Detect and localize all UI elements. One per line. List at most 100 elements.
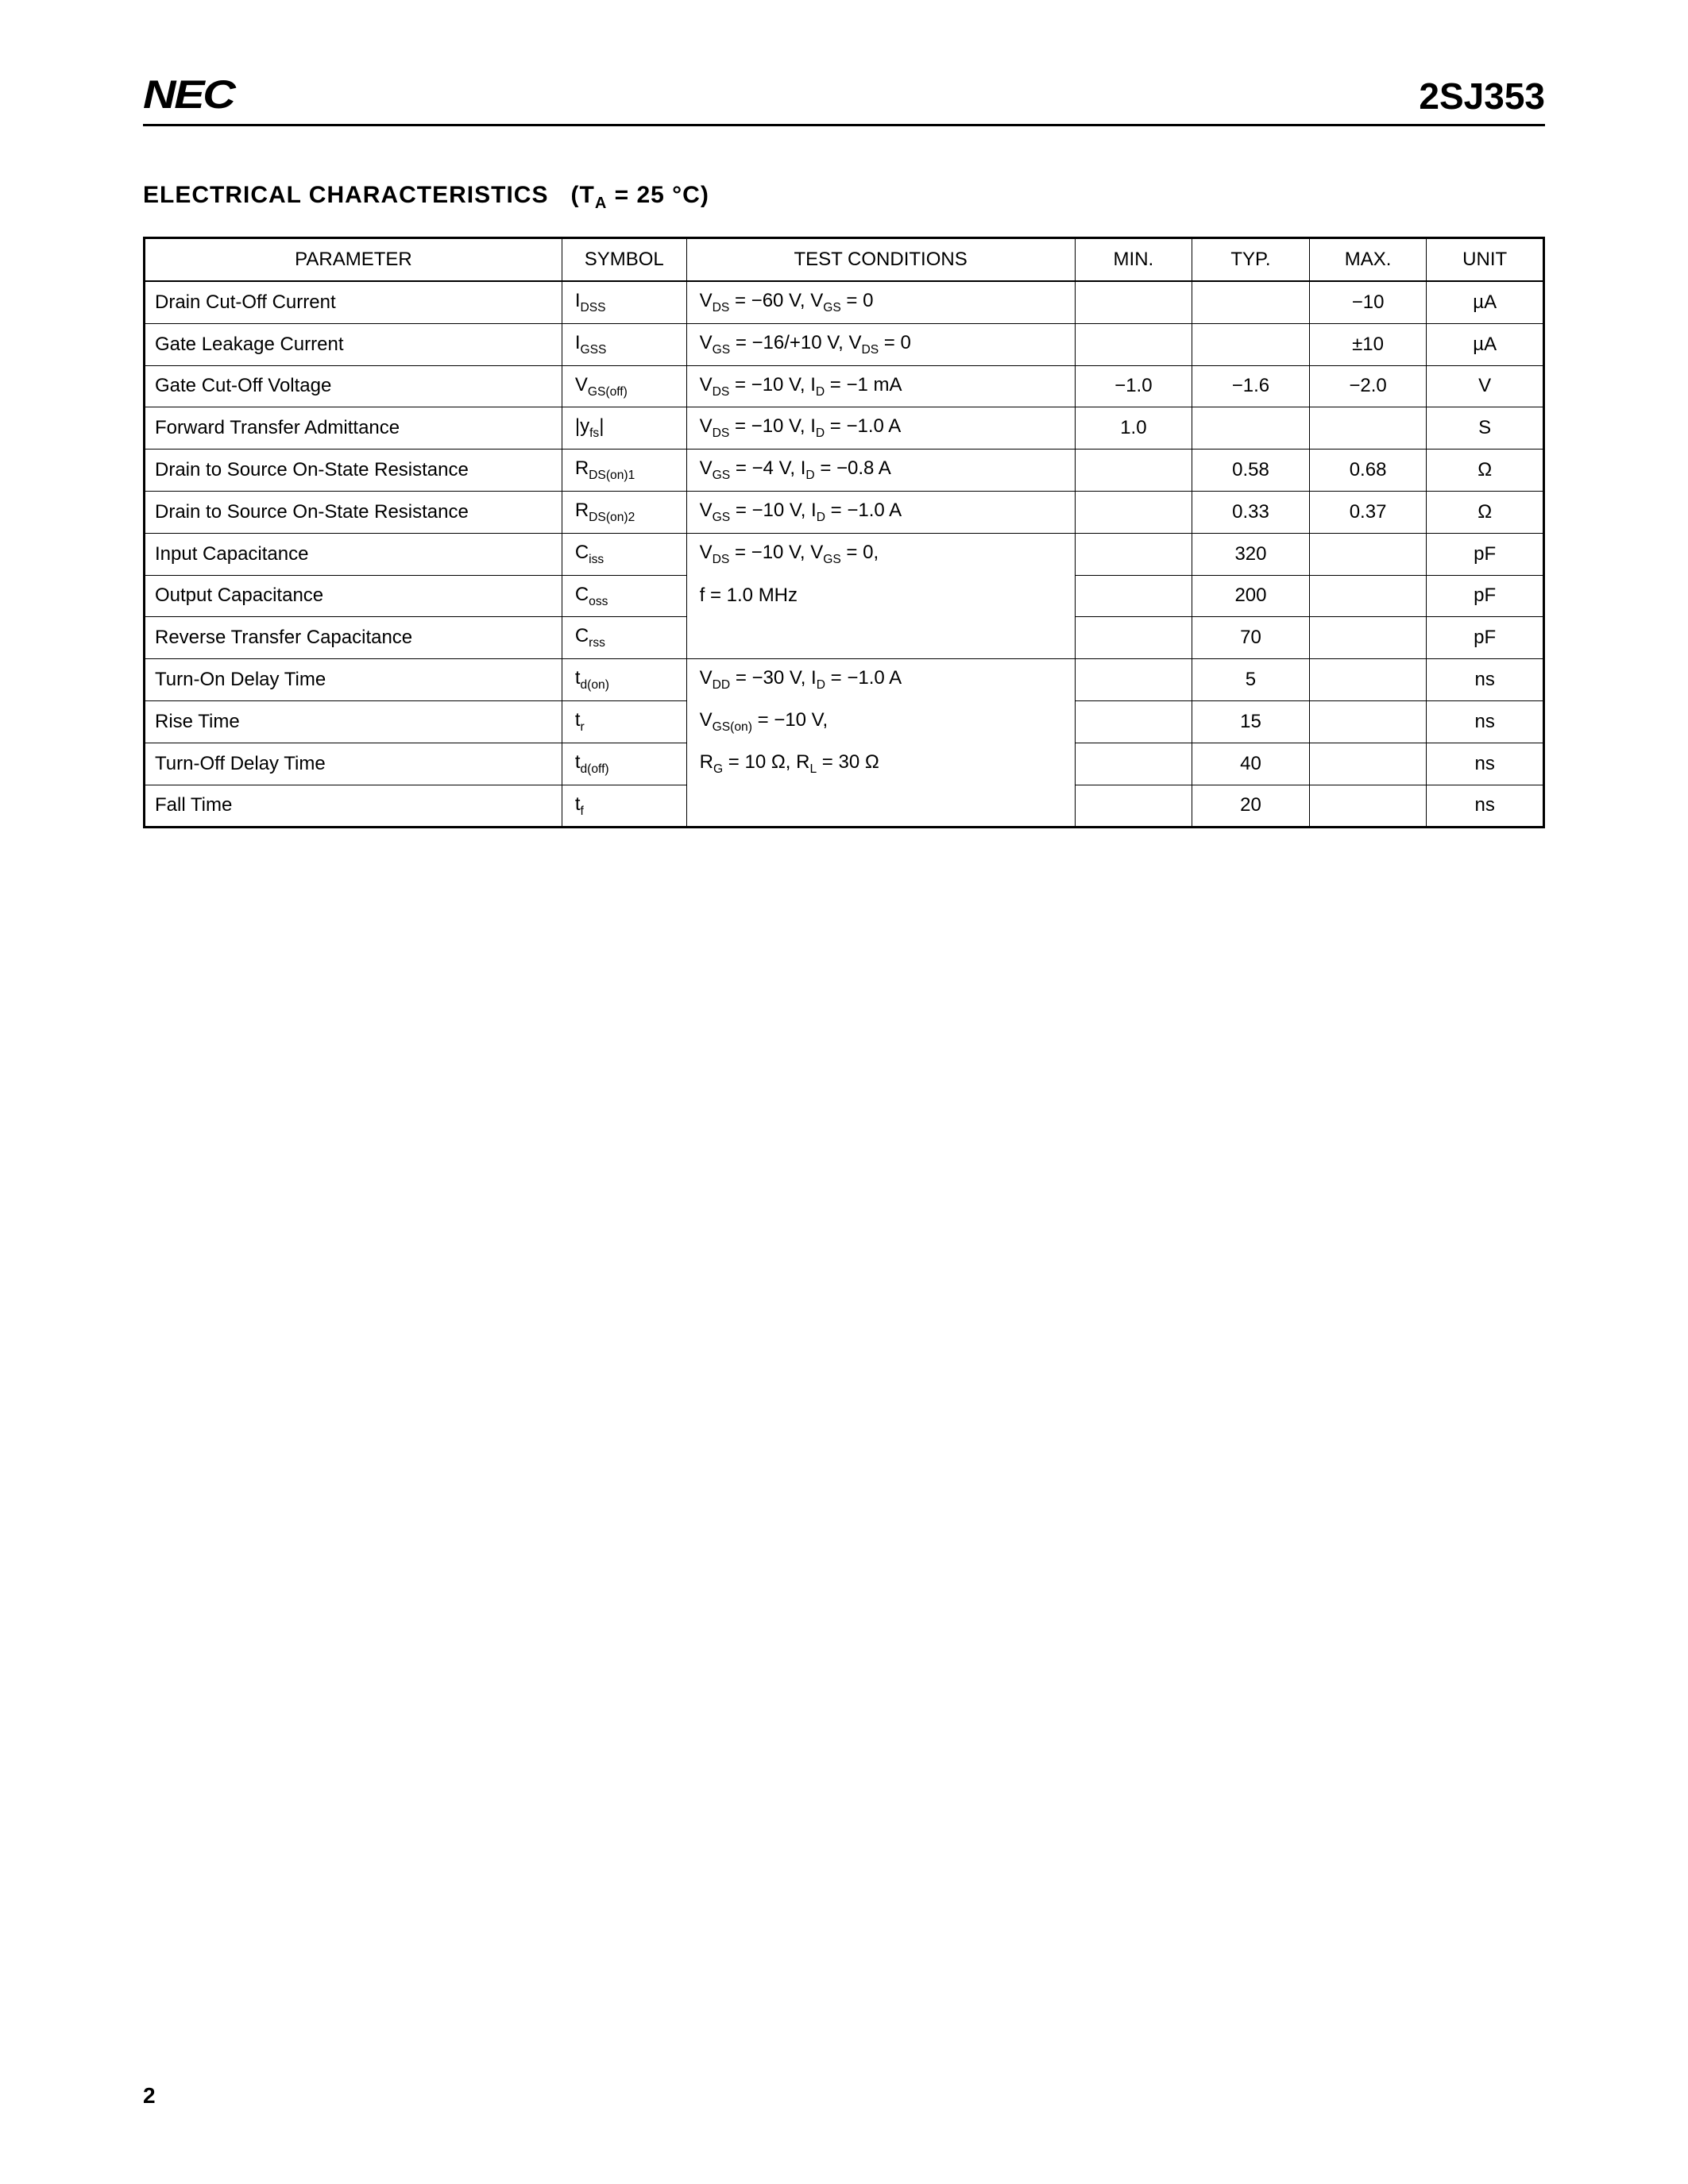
max-cell: [1309, 743, 1427, 785]
unit-cell: µA: [1427, 281, 1544, 323]
typ-cell: 5: [1192, 659, 1310, 701]
test-conditions-cell: VGS = −10 V, ID = −1.0 A: [686, 491, 1075, 533]
typ-cell: −1.6: [1192, 365, 1310, 407]
parameter-cell: Rise Time: [145, 700, 562, 743]
brand-logo: NEC: [143, 71, 234, 118]
symbol-cell: RDS(on)1: [562, 450, 686, 492]
parameter-cell: Output Capacitance: [145, 575, 562, 617]
table-row: Output CapacitanceCossf = 1.0 MHz200pF: [145, 575, 1544, 617]
parameter-cell: Turn-On Delay Time: [145, 659, 562, 701]
table-column-header: SYMBOL: [562, 238, 686, 282]
typ-cell: 320: [1192, 533, 1310, 575]
unit-cell: Ω: [1427, 491, 1544, 533]
max-cell: [1309, 407, 1427, 450]
section-title-cond-sub: A: [595, 195, 607, 212]
typ-cell: 15: [1192, 700, 1310, 743]
typ-cell: [1192, 281, 1310, 323]
parameter-cell: Input Capacitance: [145, 533, 562, 575]
max-cell: 0.68: [1309, 450, 1427, 492]
test-conditions-cell: f = 1.0 MHz: [686, 575, 1075, 617]
symbol-cell: IDSS: [562, 281, 686, 323]
part-number: 2SJ353: [1419, 75, 1545, 118]
symbol-cell: |yfs|: [562, 407, 686, 450]
symbol-cell: Ciss: [562, 533, 686, 575]
min-cell: [1075, 491, 1192, 533]
table-column-header: PARAMETER: [145, 238, 562, 282]
min-cell: −1.0: [1075, 365, 1192, 407]
test-conditions-cell: RG = 10 Ω, RL = 30 Ω: [686, 743, 1075, 785]
test-conditions-cell: VDS = −10 V, ID = −1 mA: [686, 365, 1075, 407]
test-conditions-cell: VGS = −16/+10 V, VDS = 0: [686, 323, 1075, 365]
min-cell: [1075, 617, 1192, 659]
unit-cell: ns: [1427, 659, 1544, 701]
unit-cell: ns: [1427, 700, 1544, 743]
max-cell: [1309, 700, 1427, 743]
parameter-cell: Forward Transfer Admittance: [145, 407, 562, 450]
test-conditions-cell: VGS = −4 V, ID = −0.8 A: [686, 450, 1075, 492]
table-row: Fall Timetf20ns: [145, 785, 1544, 828]
typ-cell: [1192, 407, 1310, 450]
min-cell: [1075, 323, 1192, 365]
max-cell: [1309, 659, 1427, 701]
section-title-cond-open: (T: [570, 182, 594, 208]
unit-cell: S: [1427, 407, 1544, 450]
unit-cell: ns: [1427, 785, 1544, 828]
symbol-cell: VGS(off): [562, 365, 686, 407]
parameter-cell: Drain to Source On-State Resistance: [145, 491, 562, 533]
test-conditions-cell: [686, 785, 1075, 828]
typ-cell: 200: [1192, 575, 1310, 617]
table-row: Rise TimetrVGS(on) = −10 V, 15 ns: [145, 700, 1544, 743]
table-column-header: UNIT: [1427, 238, 1544, 282]
parameter-cell: Gate Leakage Current: [145, 323, 562, 365]
symbol-cell: td(on): [562, 659, 686, 701]
symbol-cell: tf: [562, 785, 686, 828]
table-row: Input CapacitanceCissVDS = −10 V, VGS = …: [145, 533, 1544, 575]
symbol-cell: IGSS: [562, 323, 686, 365]
table-column-header: MIN.: [1075, 238, 1192, 282]
unit-cell: pF: [1427, 617, 1544, 659]
typ-cell: 70: [1192, 617, 1310, 659]
parameter-cell: Fall Time: [145, 785, 562, 828]
max-cell: −2.0: [1309, 365, 1427, 407]
symbol-cell: RDS(on)2: [562, 491, 686, 533]
table-row: Turn-Off Delay Timetd(off)RG = 10 Ω, RL …: [145, 743, 1544, 785]
test-conditions-cell: VDS = −60 V, VGS = 0: [686, 281, 1075, 323]
symbol-cell: Coss: [562, 575, 686, 617]
section-title-cond-rest: = 25 °C): [607, 182, 709, 208]
unit-cell: pF: [1427, 533, 1544, 575]
max-cell: [1309, 533, 1427, 575]
max-cell: −10: [1309, 281, 1427, 323]
max-cell: ±10: [1309, 323, 1427, 365]
page-header: NEC 2SJ353: [143, 71, 1545, 126]
symbol-cell: td(off): [562, 743, 686, 785]
test-conditions-cell: VDS = −10 V, VGS = 0,: [686, 533, 1075, 575]
max-cell: [1309, 617, 1427, 659]
table-row: Reverse Transfer CapacitanceCrss70pF: [145, 617, 1544, 659]
test-conditions-cell: [686, 617, 1075, 659]
unit-cell: V: [1427, 365, 1544, 407]
table-column-header: MAX.: [1309, 238, 1427, 282]
min-cell: [1075, 700, 1192, 743]
parameter-cell: Gate Cut-Off Voltage: [145, 365, 562, 407]
test-conditions-cell: VDS = −10 V, ID = −1.0 A: [686, 407, 1075, 450]
min-cell: [1075, 575, 1192, 617]
unit-cell: Ω: [1427, 450, 1544, 492]
test-conditions-cell: VGS(on) = −10 V,: [686, 700, 1075, 743]
max-cell: [1309, 785, 1427, 828]
typ-cell: 0.33: [1192, 491, 1310, 533]
table-column-header: TEST CONDITIONS: [686, 238, 1075, 282]
table-column-header: TYP.: [1192, 238, 1310, 282]
parameter-cell: Drain Cut-Off Current: [145, 281, 562, 323]
min-cell: [1075, 450, 1192, 492]
symbol-cell: Crss: [562, 617, 686, 659]
section-title-main: ELECTRICAL CHARACTERISTICS: [143, 182, 548, 208]
table-row: Drain to Source On-State ResistanceRDS(o…: [145, 450, 1544, 492]
typ-cell: 40: [1192, 743, 1310, 785]
typ-cell: 0.58: [1192, 450, 1310, 492]
min-cell: [1075, 785, 1192, 828]
symbol-cell: tr: [562, 700, 686, 743]
test-conditions-cell: VDD = −30 V, ID = −1.0 A: [686, 659, 1075, 701]
table-row: Drain to Source On-State ResistanceRDS(o…: [145, 491, 1544, 533]
typ-cell: [1192, 323, 1310, 365]
min-cell: 1.0: [1075, 407, 1192, 450]
